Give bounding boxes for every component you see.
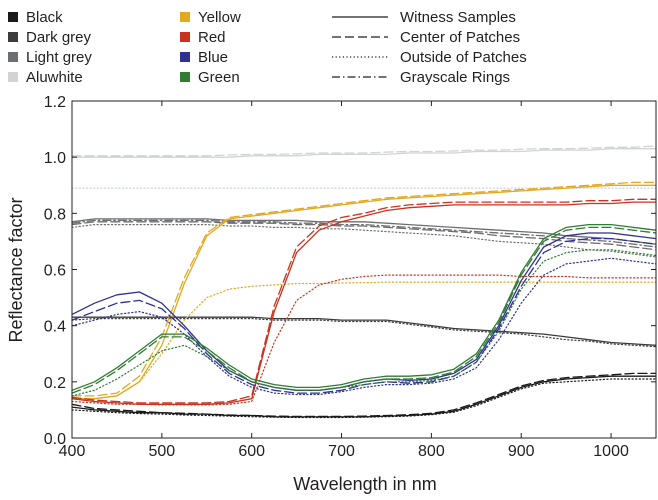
series-line-red-dotted — [71, 274, 657, 406]
series-line-blue-dashed — [71, 237, 657, 394]
legend-label-red: Red — [198, 29, 226, 46]
legend-swatch-dark-grey — [8, 32, 18, 42]
legend-swatch-light-grey — [8, 52, 18, 62]
y-tick-label: 0.0 — [44, 431, 66, 448]
y-tick-label: 0.8 — [44, 206, 66, 223]
series-line-green-solid — [71, 223, 657, 391]
x-tick-label: 500 — [148, 443, 175, 460]
x-tick-label: 400 — [59, 443, 86, 460]
series-line-light-grey-solid — [71, 218, 657, 245]
x-tick-label: 600 — [238, 443, 265, 460]
series-line-yellow-dashed — [71, 181, 657, 397]
plot-series — [71, 145, 657, 419]
series-line-aluwhite-solid — [71, 148, 657, 158]
series-line-black-dashed — [71, 372, 657, 418]
legend-label-dark-grey: Dark grey — [26, 29, 92, 46]
series-line-red-dashed — [71, 198, 657, 404]
legend-label-green: Green — [198, 69, 240, 86]
legend-label-light-grey: Light grey — [26, 49, 92, 66]
y-tick-label: 0.2 — [44, 375, 66, 392]
series-line-yellow-solid — [71, 184, 657, 400]
legend: Black Dark grey Light grey Aluwhite Yellow Re… — [8, 9, 527, 86]
series-line-blue-dotted — [71, 257, 657, 396]
y-tick-label: 1.2 — [44, 94, 66, 111]
legend-swatch-blue — [180, 52, 190, 62]
series-line-light-grey-dashed — [71, 221, 657, 251]
x-tick-label: 800 — [418, 443, 445, 460]
series-line-black-dotted — [71, 378, 657, 419]
legend-label-center-of-patches: Center of Patches — [400, 29, 520, 46]
legend-label-outside-of-patches: Outside of Patches — [400, 49, 527, 66]
series-line-light-grey-dashdot — [71, 219, 657, 248]
legend-label-yellow: Yellow — [198, 9, 241, 26]
y-axis-label: Reflectance factor — [6, 197, 26, 342]
y-tick-label: 0.6 — [44, 263, 66, 280]
legend-label-witness-samples: Witness Samples — [400, 9, 516, 26]
legend-label-aluwhite: Aluwhite — [26, 69, 83, 86]
series-line-green-dotted — [71, 249, 657, 397]
x-tick-label: 700 — [328, 443, 355, 460]
legend-label-blue: Blue — [198, 49, 228, 66]
x-axis-label: Wavelength in nm — [293, 474, 436, 494]
legend-swatch-yellow — [180, 12, 190, 22]
legend-swatch-aluwhite — [8, 72, 18, 82]
legend-swatch-black — [8, 12, 18, 22]
legend-swatch-red — [180, 32, 190, 42]
series-line-aluwhite-dashed — [71, 145, 657, 157]
x-tick-label: 900 — [508, 443, 535, 460]
legend-label-black: Black — [26, 9, 63, 26]
series-line-light-grey-dotted — [71, 224, 657, 258]
y-tick-label: 0.4 — [44, 319, 66, 336]
series-line-green-dashed — [71, 226, 657, 394]
legend-swatch-green — [180, 72, 190, 82]
legend-label-grayscale-rings: Grayscale Rings — [400, 69, 510, 86]
series-line-yellow-dotted — [71, 281, 657, 400]
y-tick-label: 1.0 — [44, 150, 66, 167]
x-tick-label: 1000 — [593, 443, 629, 460]
axis-ticks: 400 500 600 700 800 900 1000 0.0 0.2 0.4 0.6 0.8 1.0… — [44, 94, 656, 460]
series-line-red-solid — [71, 201, 657, 405]
series-line-dark-grey-dotted — [71, 318, 657, 348]
series-line-blue-solid — [71, 232, 657, 391]
